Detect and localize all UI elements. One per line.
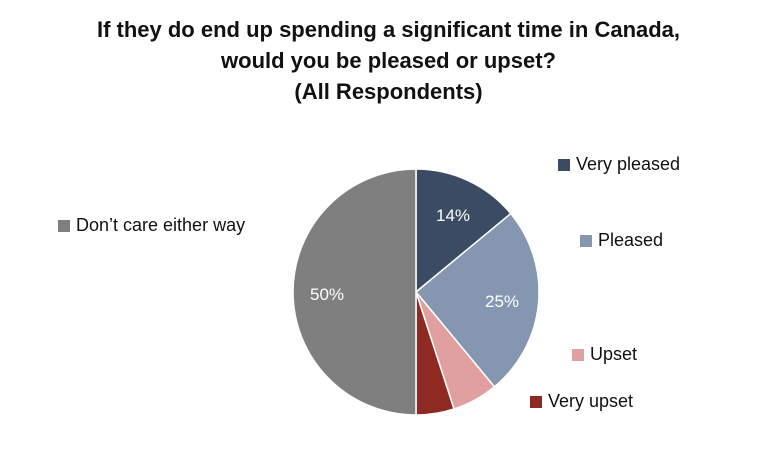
pie-slice-pleased: [414, 212, 540, 388]
legend-label-pleased: Pleased: [598, 230, 664, 250]
slice-label-0: 14%: [436, 206, 470, 225]
legend-item-very-upset: Very upset: [530, 391, 633, 412]
slice-label-1: 25%: [485, 292, 519, 311]
chart-title: If they do end up spending a significant…: [0, 14, 777, 107]
legend-item-very-pleased: Very pleased: [558, 154, 680, 175]
slice-label-4: 50%: [310, 285, 344, 304]
legend-swatch-pleased: [580, 234, 592, 247]
legend-label-upset: Upset: [590, 344, 638, 364]
legend-swatch-very-upset: [530, 395, 542, 408]
legend-item-dont-care: Don’t care either way: [58, 215, 245, 236]
chart-title-line-1: If they do end up spending a significant…: [96, 17, 681, 42]
chart-title-line-2: would you be pleased or upset?: [221, 48, 556, 73]
pie-slice-don-t-care-either-way: [292, 168, 417, 416]
legend-label-very-pleased: Very pleased: [576, 154, 681, 174]
legend-label-dont-care: Don’t care either way: [76, 215, 246, 235]
chart-title-line-3: (All Respondents): [294, 79, 483, 104]
pie-slice-very-pleased: [415, 168, 512, 294]
legend-swatch-upset: [572, 348, 584, 361]
legend-label-very-upset: Very upset: [548, 391, 634, 411]
legend-item-upset: Upset: [572, 344, 637, 365]
legend-swatch-dont-care: [58, 219, 70, 232]
legend-item-pleased: Pleased: [580, 230, 663, 251]
legend-swatch-very-pleased: [558, 158, 570, 171]
